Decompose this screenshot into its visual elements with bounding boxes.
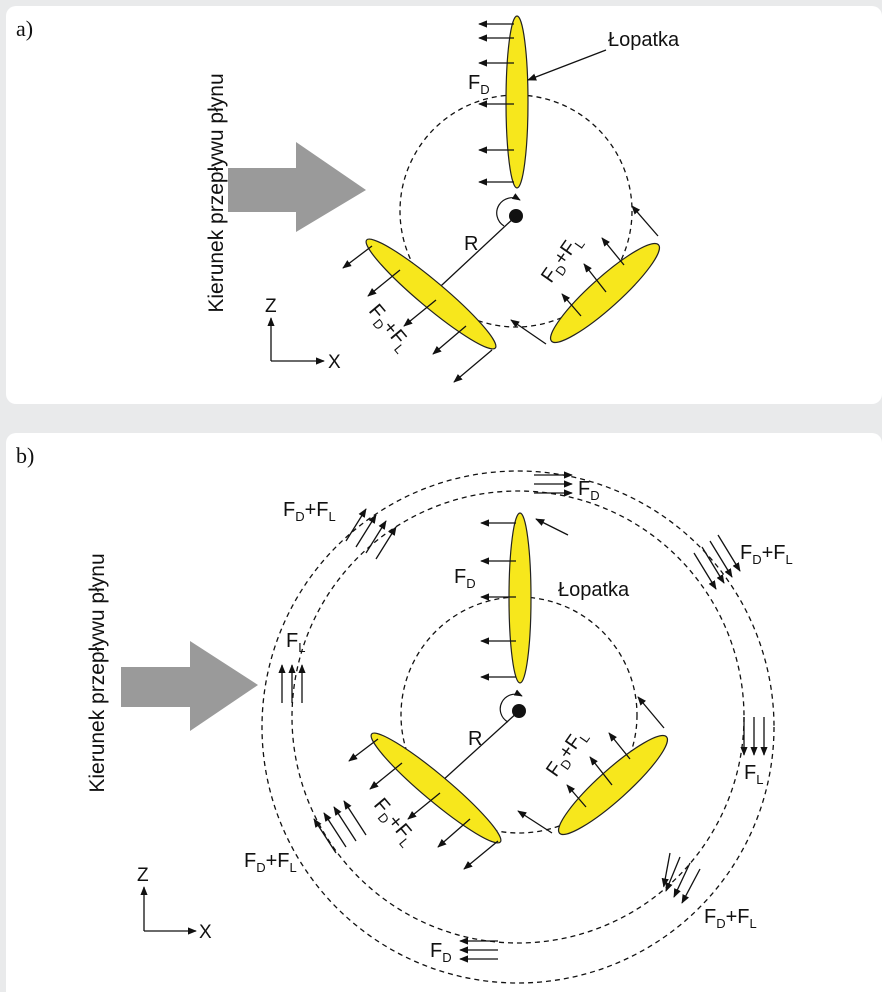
outer-arrows-bottom-right: [661, 852, 701, 904]
force-arrows-right: [517, 696, 665, 834]
force-label-inner-right: FD+FL: [542, 725, 593, 783]
force-label-outer-top-right: FD+FL: [740, 542, 793, 567]
force-label-outer-left: FL: [286, 630, 305, 655]
force-label-outer-bottom: FD: [430, 940, 452, 965]
blade-left: [365, 238, 497, 350]
drag-arrows-top: [480, 519, 516, 681]
panel-b-label: b): [16, 443, 35, 468]
rotation-arrow: [496, 193, 521, 227]
force-label-outer-right: FL: [744, 762, 763, 787]
turbine-diagram-b: Łopatka FD R FD+FL FD+FL FD: [121, 470, 793, 984]
force-label-outer-top: FD: [578, 478, 600, 503]
rotation-arrow: [499, 689, 523, 723]
diagram-panel-a: a) Kierunek przepływu płynu: [6, 6, 882, 404]
radius-line: [430, 710, 520, 792]
axis-z-label-b: Z: [137, 865, 149, 886]
outer-arrows-bottom-left: [313, 800, 367, 854]
blade-top: [505, 15, 529, 189]
blade-label-pointer: [527, 49, 607, 81]
turbine-diagram-a: Łopatka FD R FD+FL FD+FL Z X: [228, 15, 680, 383]
flow-arrow: [121, 641, 258, 731]
outer-arrows-bottom: [459, 937, 498, 963]
axes-indicator-b: [140, 886, 197, 935]
axis-z-label-a: Z: [265, 296, 277, 317]
force-label-left-a: FD+FL: [362, 300, 415, 356]
diagram-panel-b: b) Kierunek przepływu płynu Łopatka FD: [6, 433, 882, 992]
inner-orbit: [400, 596, 638, 834]
axis-x-label-a: X: [328, 352, 341, 373]
force-label-right-a: FD+FL: [537, 231, 588, 289]
radius-label-b: R: [468, 728, 482, 750]
force-arrows-left: [348, 738, 499, 870]
outer-arrows-left: [278, 664, 306, 703]
force-label-inner-left: FD+FL: [367, 794, 420, 850]
drag-arrows-top: [478, 20, 514, 186]
axis-x-label-b: X: [199, 922, 212, 943]
blade-label-pointer: [535, 518, 569, 536]
force-arrows-left: [342, 245, 493, 383]
panel-a-label: a): [16, 16, 34, 41]
radius-label-a: R: [464, 233, 478, 255]
force-label-outer-bottom-right: FD+FL: [704, 906, 757, 931]
blade-label-b: Łopatka: [558, 579, 630, 601]
outer-arrows-top-left: [345, 508, 397, 560]
outer-arrows-right: [740, 717, 768, 756]
force-label-top-a: FD: [468, 72, 490, 97]
force-label-outer-top-left: FD+FL: [283, 499, 336, 524]
blade-right: [549, 242, 661, 344]
force-label-inner-fd: FD: [454, 566, 476, 591]
radius-line: [427, 215, 517, 299]
flow-arrow: [228, 142, 366, 232]
blade-top: [508, 512, 532, 684]
outer-orbit: [261, 470, 775, 984]
outer-arrows-top: [534, 471, 573, 497]
outer-arrows-top-right: [693, 534, 741, 590]
axes-indicator-a: [267, 317, 325, 365]
force-arrows-right: [510, 205, 659, 345]
blade-left: [370, 732, 502, 844]
blade-label-a: Łopatka: [608, 29, 680, 51]
force-label-outer-bottom-left: FD+FL: [244, 850, 297, 875]
